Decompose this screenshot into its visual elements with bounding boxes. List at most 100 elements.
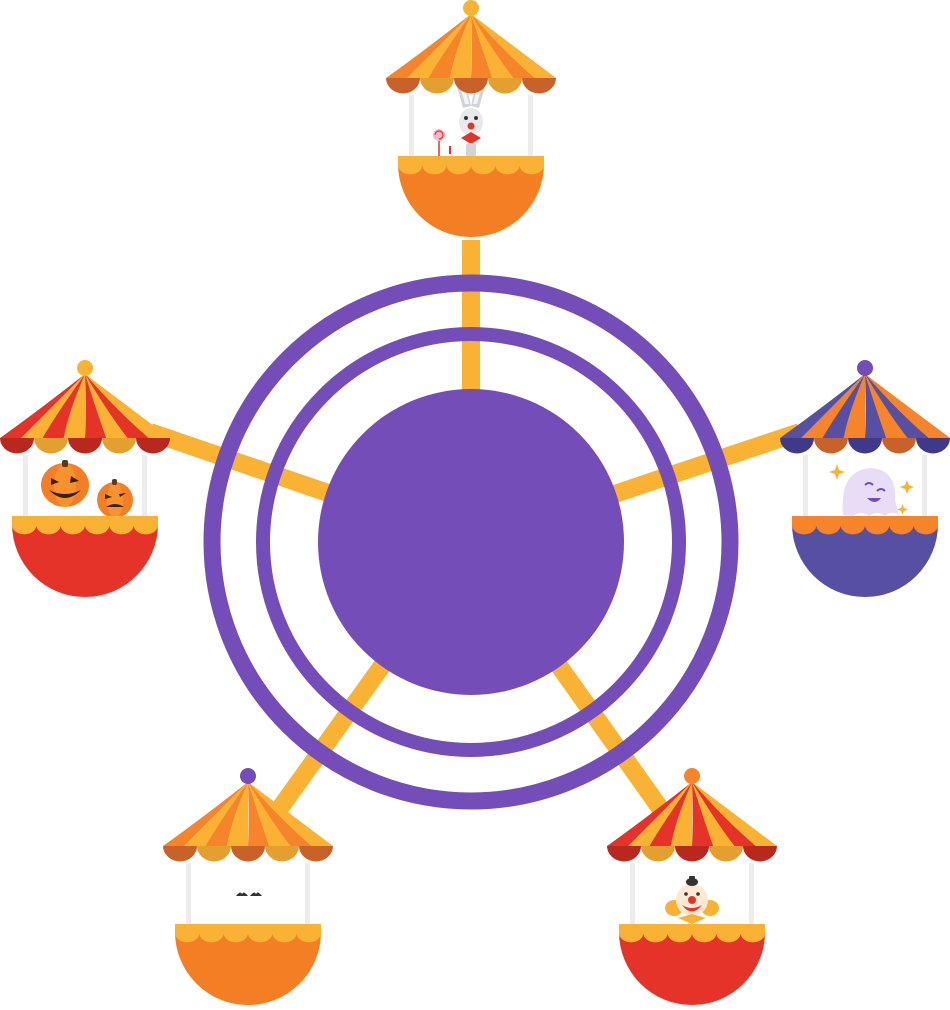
pumpkin-highlight [54,463,76,507]
valance-scallop [163,846,197,862]
clown-mouth [682,905,702,912]
rim-scallop [716,933,741,943]
canopy-stripe [205,782,248,846]
gondola-canopy [780,374,950,438]
canopy-stripe [42,374,85,438]
rim-scallop [422,165,447,175]
valance-scallop [488,78,522,94]
rim-scallop [913,525,938,535]
rim-scallop [446,165,471,175]
canopy-stripe [226,782,248,846]
basket-rim-scallops [175,933,321,943]
bunny-clown-icon [433,86,485,157]
gondola-basket [398,156,544,237]
bunny-ears-inner [461,90,481,104]
clown-collar [678,914,706,924]
gondola-canopy [163,782,333,846]
bunny-body [466,143,476,157]
gondola-pole-left [23,455,28,521]
rim-scallop [133,525,158,535]
peek-shine-right [254,890,258,894]
basket-rim [398,156,544,166]
canopy-stripe [428,14,471,78]
rim-scallop [36,525,61,535]
ghost-mouth [867,498,881,502]
clown-eye-left [684,892,688,896]
clown-eye-right [696,892,700,896]
valance-scallop [848,438,882,454]
rim-scallop [248,933,273,943]
rim-scallop [60,525,85,535]
rim-scallop [889,525,914,535]
valance-scallop [607,846,641,862]
pumpkin-stem [62,460,68,467]
valance-scallop [102,438,136,454]
canopy-stripe [184,782,248,846]
peek-eye-right [250,892,262,896]
valance-scallop [34,438,68,454]
valance-scallop [136,438,170,454]
canopy-stripe [21,374,85,438]
canopy-stripe [628,782,692,846]
pumpkin-small-eyes [105,493,126,499]
basket-rim-scallops [792,525,938,535]
rim-scallop [495,165,520,175]
gondola-valance [386,78,556,94]
clown-hat-top [689,876,695,882]
rim-scallop [792,525,817,535]
basket-rim [619,924,765,934]
rim-scallop [692,933,717,943]
clown-nose [688,896,696,904]
outer-ring [203,274,739,810]
ghost-icon [829,464,914,516]
valance-scallop [231,846,265,862]
valance-scallop [814,438,848,454]
rim-scallop [619,933,644,943]
basket-rim-scallops [12,525,158,535]
basket-rim [792,516,938,526]
rim-scallop [175,933,200,943]
valance-scallop [386,78,420,94]
gondola-pole-left [409,95,414,161]
valance-scallop [522,78,556,94]
rim-scallop [471,165,496,175]
bunny-collar [461,132,481,144]
canopy-stripe [670,782,692,846]
rim-scallop [109,525,134,535]
rim-scallop [667,933,692,943]
gondola-valance [780,438,950,454]
valance-scallop [780,438,814,454]
rim-scallop [398,165,423,175]
inner-ring [256,327,686,757]
gondola-pole-right [922,455,927,521]
valance-scallop [916,438,950,454]
valance-scallop [709,846,743,862]
rim-scallop [272,933,297,943]
rim-scallop [12,525,37,535]
canopy-stripe [449,14,471,78]
rim-scallop [199,933,224,943]
gondola-pole-right [142,455,147,521]
canopy-stripe [822,374,865,438]
bunny-nose [467,122,475,130]
rim-scallop [740,933,765,943]
gondola-valance [0,438,170,454]
basket-rim-scallops [619,933,765,943]
sparkle-1 [829,464,845,480]
gondola-pole-right [528,95,533,161]
clown-icon [665,876,719,924]
peeking-eyes-icon [236,890,262,896]
gondola-valance [163,846,333,862]
gondola-left [0,360,170,597]
canopy-stripe [471,14,556,78]
valance-scallop [265,846,299,862]
rim-scallop [296,933,321,943]
basket-rim [175,924,321,934]
lollipop-small [449,146,451,154]
canopy-stripe [407,14,471,78]
rim-scallop [643,933,668,943]
bunny-eye-right [474,116,478,120]
